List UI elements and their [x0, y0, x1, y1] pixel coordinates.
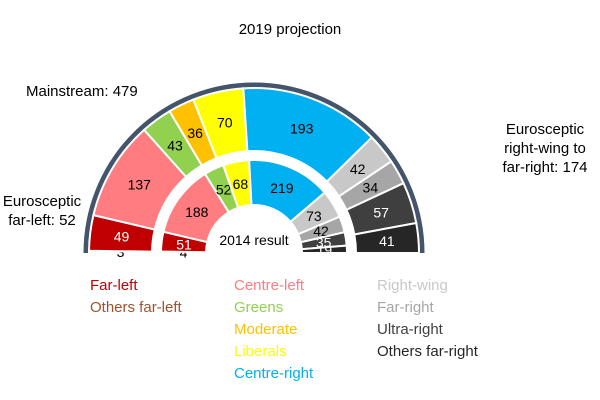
seat-label-2019-ultra-right: 57	[373, 204, 389, 220]
chart-title: 2019 projection	[239, 21, 342, 38]
legend-item-others-far-left: Others far-left	[90, 299, 182, 316]
inner-result-label: 2014 result	[219, 232, 288, 248]
group-label-mainstream: Mainstream: 479	[26, 83, 138, 100]
seat-label-2014-liberals: 68	[233, 176, 249, 192]
seat-label-2014-right-wing: 73	[306, 208, 322, 224]
legend-item-ultra-right: Ultra-right	[377, 321, 443, 338]
legend-item-greens: Greens	[234, 299, 284, 316]
legend-item-right-wing: Right-wing	[377, 277, 448, 294]
legend-item-centre-right: Centre-right	[234, 365, 314, 382]
legend-item-far-right: Far-right	[377, 299, 434, 316]
outer-arc-border	[83, 82, 425, 254]
seat-label-2014-far-right: 42	[313, 223, 329, 239]
legend-item-liberals: Liberals	[234, 343, 287, 360]
seat-label-2019-centre-right: 193	[290, 120, 314, 136]
seat-label-2019-others-far-right: 41	[379, 233, 395, 249]
seat-label-2019-greens: 43	[167, 137, 183, 153]
seat-segment-2019-others-far-right	[353, 221, 421, 254]
seat-label-2019-liberals: 70	[217, 115, 233, 131]
group-label-right: Eurosceptic right-wing to far-right: 174	[502, 121, 587, 176]
seat-label-2019-far-right: 34	[363, 180, 379, 196]
group-label-left: Eurosceptic far-left: 52	[3, 193, 82, 229]
seat-label-2019-right-wing: 42	[350, 161, 366, 177]
seat-label-2014-greens: 52	[216, 181, 232, 197]
seat-label-2014-others-far-right: 19	[317, 242, 333, 258]
legend-item-centre-left: Centre-left	[234, 277, 305, 294]
seat-label-2014-centre-right: 219	[270, 180, 294, 196]
seat-label-2019-centre-left: 137	[128, 177, 152, 193]
legend-item-moderate: Moderate	[234, 321, 298, 338]
legend-item-others-far-right: Others far-right	[377, 343, 478, 360]
seat-segment-2014-others-far-right	[300, 244, 349, 254]
seat-label-2019-moderate: 36	[187, 125, 203, 141]
seat-label-2014-centre-left: 188	[185, 204, 209, 220]
seat-label-2019-far-left: 49	[114, 229, 130, 245]
legend-item-far-left: Far-left	[90, 277, 138, 294]
seat-label-2014-far-left: 51	[176, 236, 192, 252]
